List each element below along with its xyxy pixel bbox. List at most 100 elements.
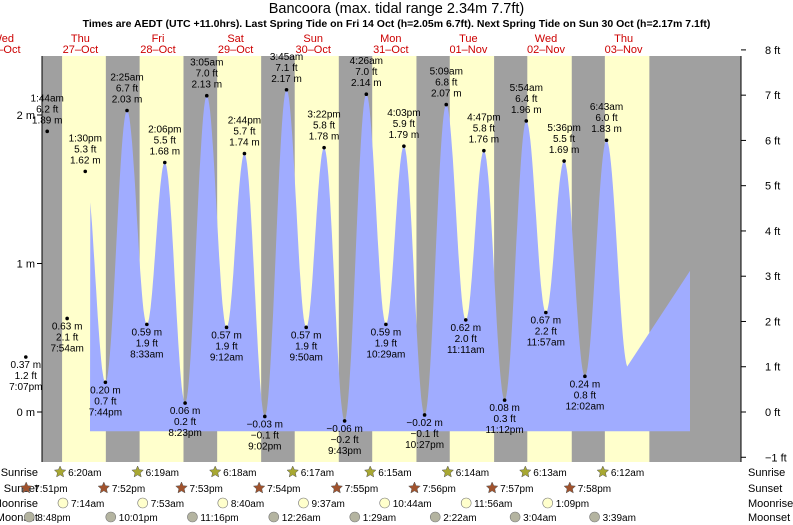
day-date-label: 26–Oct [0, 44, 21, 56]
sunrise-time: 6:19am [146, 468, 179, 479]
sunrise-time: 6:12am [611, 468, 644, 479]
sunrise-time: 6:14am [456, 468, 489, 479]
day-name-label: Sun [303, 33, 323, 45]
day-date-label: 29–Oct [218, 44, 253, 56]
low-tide-label: 8:33am [130, 349, 163, 360]
high-tide-label: 1.68 m [150, 147, 181, 158]
chart-title: Bancoora (max. tidal range 2.34m 7.7ft) [268, 1, 525, 17]
day-date-label: 28–Oct [140, 44, 175, 56]
low-tide-label: 7:44pm [89, 407, 122, 418]
low-tide-label: 1.9 ft [295, 341, 317, 352]
day-name-label: Wed [535, 33, 557, 45]
low-tide-label: 0.06 m [170, 406, 201, 417]
moonset-icon [509, 511, 521, 523]
sunset-icon [485, 481, 499, 494]
sunrise-icon [286, 465, 299, 478]
row-label-moonrise: Moonrise [0, 498, 38, 510]
moonset-time: 11:16pm [200, 513, 238, 524]
high-tide-label: 5.8 ft [313, 121, 335, 132]
low-tide-label: 9:02pm [248, 441, 281, 452]
moonset-time: 10:01pm [119, 513, 158, 524]
sunrise-icon [363, 465, 377, 478]
sunrise-icon [519, 465, 532, 478]
row-label-sunrise: Sunrise [1, 467, 38, 479]
moonset-icon [589, 511, 600, 523]
tide-point [422, 413, 427, 417]
low-tide-label: −0.1 ft [251, 430, 279, 441]
low-tide-label: −0.1 ft [411, 429, 439, 440]
high-tide-label: 1.74 m [229, 138, 260, 149]
y-right-tick-label: 3 ft [765, 271, 780, 283]
low-tide-label: −0.2 ft [331, 435, 359, 446]
sunset-time: 7:53pm [189, 484, 222, 495]
y-right-tick-label: 1 ft [765, 362, 780, 374]
sunrise-icon [208, 465, 222, 478]
low-tide-label: 0.20 m [90, 385, 121, 396]
day-date-label: 01–Nov [449, 44, 487, 56]
high-tide-label: 5.8 ft [473, 124, 495, 135]
low-tide-label: 0.24 m [570, 379, 601, 390]
high-tide-label: 5:54am [510, 83, 543, 94]
moonrise-icon [542, 497, 554, 509]
sunset-icon [408, 481, 421, 494]
high-tide-label: 4:47pm [467, 113, 500, 124]
y-right-tick-label: 2 ft [765, 316, 780, 328]
low-tide-label: 2.0 ft [455, 334, 477, 345]
sunrise-time: 6:17am [301, 468, 334, 479]
low-tide-label: 2.2 ft [535, 327, 557, 338]
tide-area [90, 89, 690, 432]
tide-point [384, 322, 388, 327]
moonrise-time: 1:09pm [556, 499, 589, 510]
day-date-label: 27–Oct [63, 44, 98, 56]
low-tide-label: 0.37 m [11, 360, 42, 371]
chart-subtitle: Times are AEDT (UTC +11.0hrs). Last Spri… [82, 18, 711, 30]
tide-point [125, 108, 129, 113]
day-name-label: Thu [71, 33, 90, 45]
high-tide-label: 1.62 m [70, 155, 101, 166]
tide-point [444, 102, 449, 107]
high-tide-label: 3:05am [190, 58, 223, 69]
moonrise-time: 9:37am [311, 499, 344, 510]
high-tide-label: 6.0 ft [595, 113, 617, 124]
tide-point [284, 87, 289, 92]
y-right-tick-label: 8 ft [765, 45, 780, 57]
sunset-icon [563, 481, 577, 494]
sunset-icon [97, 481, 111, 494]
low-tide-label: 1.9 ft [215, 341, 237, 352]
low-tide-label: 0.08 m [489, 403, 520, 414]
day-date-label: 31–Oct [373, 44, 408, 56]
high-tide-label: 1.76 m [469, 135, 500, 146]
tide-point [402, 144, 406, 148]
sunrise-icon [596, 465, 610, 478]
low-tide-label: 0.59 m [132, 327, 163, 338]
high-tide-label: 6.8 ft [435, 78, 457, 89]
low-tide-label: 0.59 m [371, 327, 402, 338]
day-date-label: 30–Oct [295, 44, 330, 56]
y-right-tick-label: 5 ft [765, 181, 780, 193]
high-tide-label: 2:25am [110, 73, 143, 84]
high-tide-label: 2.14 m [351, 78, 382, 89]
y-right-tick-label: 7 ft [765, 90, 780, 102]
moonset-time: 2:22am [443, 513, 476, 524]
low-tide-label: 0.62 m [450, 323, 481, 334]
high-tide-label: 7.0 ft [196, 69, 218, 80]
high-tide-label: 5.7 ft [233, 127, 255, 138]
tide-point [65, 316, 69, 321]
low-tide-label: 7:07pm [9, 382, 42, 393]
high-tide-label: 2.03 m [112, 95, 143, 106]
day-name-label: Wed [0, 33, 14, 45]
moonset-time: 12:26am [282, 513, 321, 524]
low-tide-label: 0.8 ft [574, 390, 596, 401]
sunset-icon [330, 481, 344, 494]
y-left-tick-label: 0 m [17, 407, 35, 419]
moonrise-icon [217, 497, 229, 509]
low-tide-label: 1.2 ft [15, 371, 37, 382]
sunset-time: 7:54pm [267, 484, 300, 495]
tide-point [604, 138, 609, 143]
tide-point [322, 145, 326, 150]
high-tide-label: 6:43am [590, 102, 623, 113]
high-tide-label: 5.3 ft [74, 144, 96, 155]
low-tide-label: 0.57 m [291, 330, 322, 341]
row-label-right-moonset: Moonset [748, 512, 790, 524]
moonset-icon [429, 511, 441, 523]
